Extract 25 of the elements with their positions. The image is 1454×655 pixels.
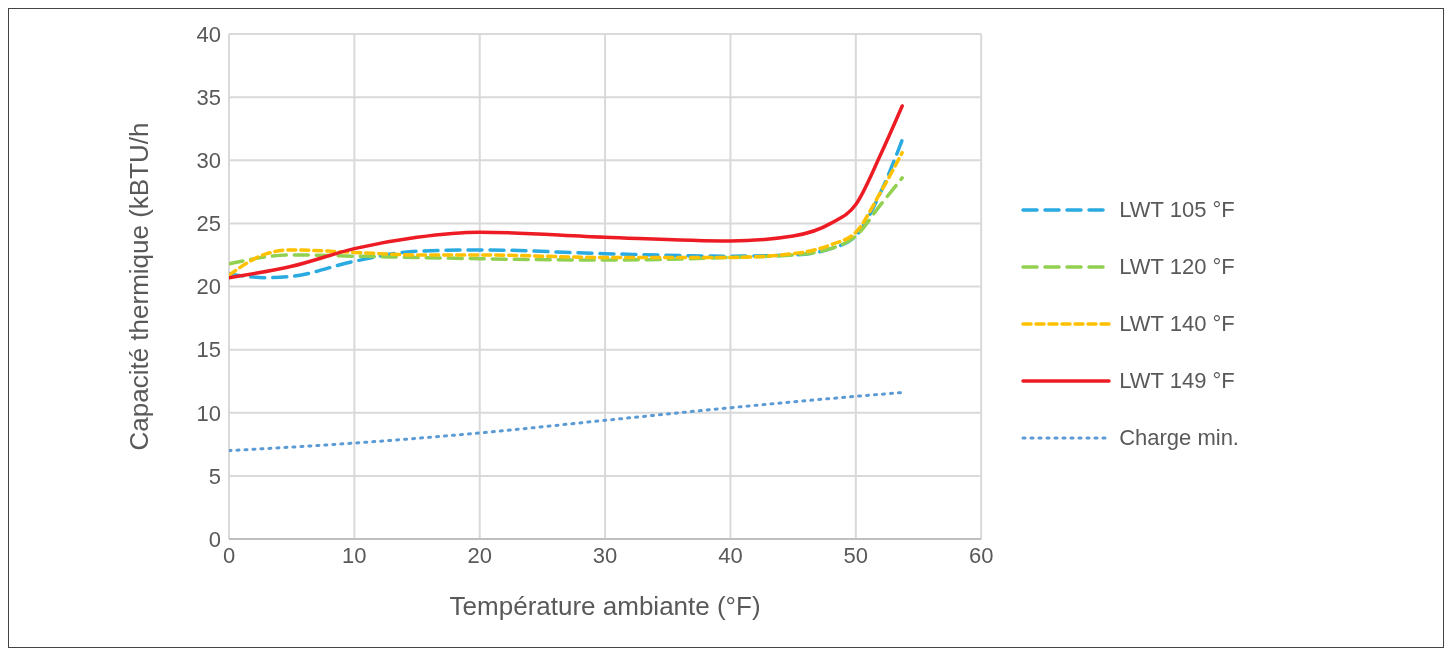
line-series [229,391,904,453]
legend-label: LWT 105 °F [1119,197,1235,223]
y-tick-label: 15 [196,337,221,363]
y-tick-label: 10 [196,400,221,426]
y-tick-label: 35 [196,84,221,110]
x-tick-label: 40 [718,542,743,568]
legend-label: LWT 120 °F [1119,254,1235,280]
x-tick-label: 10 [342,542,367,568]
y-axis-title: Capacité thermique (kBTU/h [124,122,155,451]
y-tick-label: 5 [208,463,221,489]
legend-label: LWT 149 °F [1119,368,1235,394]
y-tick-label: 40 [196,21,221,47]
x-axis-title: Température ambiante (°F) [449,591,761,621]
line-series [229,104,904,280]
legend-label: Charge min. [1119,425,1239,451]
y-tick-label: 25 [196,211,221,237]
y-tick-label: 0 [208,526,221,552]
x-tick-label: 30 [592,542,618,568]
x-tick-label: 20 [467,542,492,568]
legend-label: LWT 140 °F [1119,311,1235,337]
x-tick-label: 60 [968,542,994,568]
y-tick-label: 30 [196,148,221,174]
line-series [229,176,904,266]
y-tick-label: 20 [196,274,221,300]
x-tick-label: 50 [843,542,869,568]
